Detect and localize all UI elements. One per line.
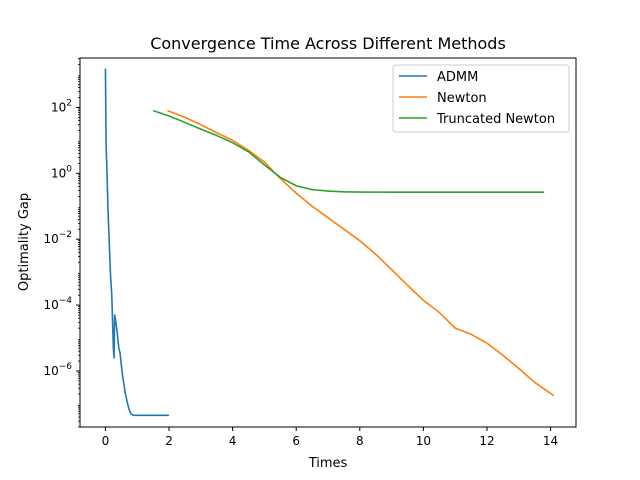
legend: ADMM Newton Truncated Newton: [392, 64, 570, 133]
series-line-truncated-newton: [152, 109, 545, 193]
y-tick-label: 100: [51, 164, 72, 180]
y-axis-label: Optimality Gap: [17, 193, 32, 291]
x-tick-label: 10: [416, 434, 431, 448]
x-tick-label: 0: [102, 434, 110, 448]
series-line-newton: [167, 109, 555, 397]
x-axis-label: Times: [308, 456, 348, 471]
y-tick-label: 10−6: [43, 362, 72, 378]
plot-area: [104, 68, 555, 417]
series-layer: [104, 68, 555, 417]
legend-label: Newton: [437, 91, 487, 106]
x-tick-label: 6: [292, 434, 300, 448]
y-axis-ticks: 102 100 10−2 10−4 10−6: [43, 58, 80, 428]
legend-label: Truncated Newton: [436, 112, 555, 127]
legend-label: ADMM: [437, 70, 478, 85]
y-tick-label: 102: [51, 98, 72, 114]
y-tick-label: 10−4: [43, 296, 72, 312]
x-tick-label: 12: [479, 434, 494, 448]
x-axis-ticks: 0 2 4 6 8 10 12 14: [102, 427, 558, 448]
x-tick-label: 8: [356, 434, 364, 448]
x-tick-label: 2: [165, 434, 173, 448]
y-tick-label: 10−2: [43, 230, 72, 246]
series-line-admm: [104, 68, 170, 417]
legend-entries: ADMM Newton Truncated Newton: [399, 70, 555, 127]
chart-title: Convergence Time Across Different Method…: [150, 34, 506, 53]
x-tick-label: 14: [543, 434, 558, 448]
x-tick-label: 4: [229, 434, 237, 448]
legend-box: [392, 64, 570, 133]
